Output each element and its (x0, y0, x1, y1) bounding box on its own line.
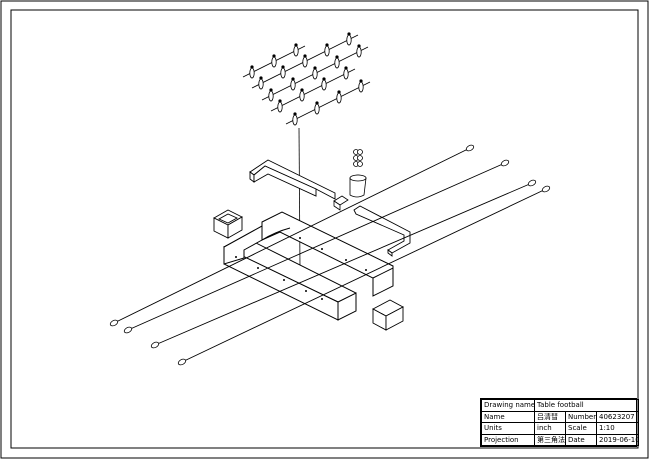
player-figure (322, 80, 326, 90)
player-figure (294, 46, 298, 56)
date-label: Date (566, 434, 597, 446)
player-head (272, 54, 275, 57)
rod-handle-right (527, 179, 536, 187)
player-head (269, 88, 272, 91)
player-figure (335, 58, 339, 68)
player-figure (269, 91, 273, 101)
goal-bracket-left (250, 160, 335, 199)
player-figure (281, 68, 285, 78)
name-label: Name (482, 411, 535, 423)
player-figure (272, 57, 276, 67)
player-figure (337, 93, 341, 103)
player-head (293, 112, 296, 115)
control-rod (155, 183, 532, 345)
player-head (344, 66, 347, 69)
date-value: 2019-06-10 (597, 434, 639, 446)
rod-handle-right (541, 185, 550, 193)
number-label: Number (566, 411, 597, 423)
rod-handle-left (177, 358, 186, 366)
player-figure (293, 115, 297, 125)
player-head (259, 76, 262, 79)
player-figure (250, 68, 254, 78)
name-value: 吕清彗 (535, 411, 566, 423)
player-head (322, 77, 325, 80)
table-frame (224, 212, 393, 320)
player-figure (325, 46, 329, 56)
rod-handle-right (500, 159, 509, 167)
corner-box-top (214, 210, 242, 238)
rod-handle-right (465, 144, 474, 152)
player-head (250, 65, 253, 68)
rod-handle-left (123, 326, 132, 334)
player-head (300, 88, 303, 91)
player-head (294, 43, 297, 46)
title-block: Drawing name Table football Name 吕清彗 Num… (480, 398, 637, 447)
player-figure (278, 102, 282, 112)
explode-line-vertical (299, 128, 300, 268)
scale-label: Scale (566, 423, 597, 435)
player-figure (259, 79, 263, 89)
player-figure (359, 82, 363, 92)
player-head (337, 90, 340, 93)
player-figure (291, 80, 295, 90)
goal-bracket-right (354, 206, 410, 256)
title-block-table: Drawing name Table football Name 吕清彗 Num… (481, 399, 639, 446)
player-head (313, 66, 316, 69)
projection-label: Projection (482, 434, 535, 446)
player-row-rod (286, 82, 370, 124)
rod-handle-left (150, 341, 159, 349)
drawing-name-label: Drawing name (482, 400, 535, 412)
number-value: 40623207 (597, 411, 639, 423)
player-figure (300, 91, 304, 101)
player-figure (313, 69, 317, 79)
player-figures-grid (243, 32, 370, 125)
player-figure (344, 69, 348, 79)
units-label: Units (482, 423, 535, 435)
corner-bracket (334, 196, 348, 210)
drawing-name-value: Table football (535, 400, 639, 412)
projection-value: 第三角法 (535, 434, 566, 446)
units-value: inch (535, 423, 566, 435)
player-head (325, 43, 328, 46)
player-figure (347, 35, 351, 45)
player-head (303, 54, 306, 57)
player-head (291, 77, 294, 80)
corner-box-bottom (373, 300, 403, 330)
drawing-frame (11, 10, 638, 448)
player-head (335, 55, 338, 58)
player-figure (315, 104, 319, 114)
rod-handle-left (109, 319, 118, 327)
player-head (359, 79, 362, 82)
player-head (278, 99, 281, 102)
scale-value: 1:10 (597, 423, 639, 435)
player-figure (303, 57, 307, 67)
player-head (357, 44, 360, 47)
player-head (315, 101, 318, 104)
player-head (281, 65, 284, 68)
score-counter-cup (350, 150, 366, 198)
player-head (347, 32, 350, 35)
player-figure (357, 47, 361, 57)
